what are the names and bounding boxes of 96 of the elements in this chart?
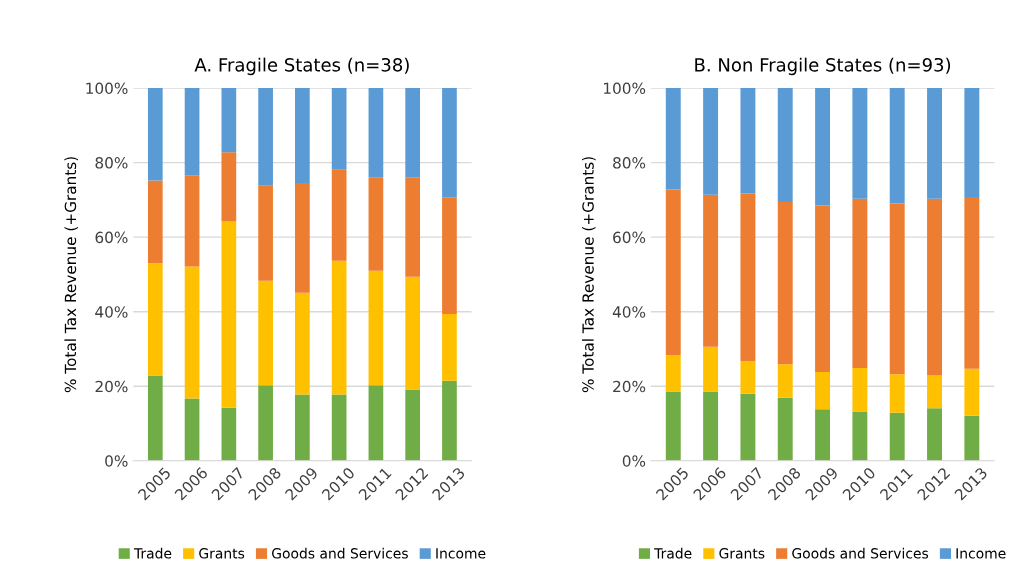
legend-label: Goods and Services [792, 547, 929, 559]
y-tick-label: 60% [95, 231, 128, 244]
bar [852, 411, 868, 461]
bar [184, 266, 200, 399]
bar [740, 361, 756, 394]
bar [665, 88, 681, 190]
y-tick-label: 0% [105, 455, 128, 467]
chart-title: B. Non Fragile States (n=93) [695, 57, 951, 76]
bar [221, 407, 237, 461]
legend-label: Trade [654, 547, 692, 559]
bar [703, 88, 719, 195]
legend-label: Grants [199, 548, 245, 559]
bar [147, 88, 163, 181]
bar [889, 88, 905, 204]
bar [295, 292, 310, 395]
bar [295, 183, 310, 293]
bar [889, 203, 905, 375]
bar [927, 408, 942, 461]
bar [777, 88, 793, 203]
bar [852, 88, 868, 199]
bar [740, 88, 756, 194]
bar [665, 189, 681, 356]
bar [703, 194, 719, 347]
bar [777, 397, 793, 461]
bar [221, 221, 237, 408]
bar [258, 385, 273, 461]
bar [331, 88, 347, 170]
legend-label: Goods and Services [272, 547, 408, 559]
y-tick-label: 20% [95, 380, 128, 393]
bar [405, 88, 421, 178]
y-axis-title: % Total Tax Revenue (+Grants) [64, 157, 78, 393]
bar [964, 368, 980, 416]
bar [258, 185, 273, 281]
bar [331, 394, 347, 461]
bar [815, 409, 831, 461]
bar [777, 202, 793, 365]
bar [964, 196, 980, 369]
y-tick-label: 100% [86, 82, 128, 95]
bar [258, 88, 273, 186]
bar [665, 355, 681, 392]
legend-label: Income [956, 548, 1006, 559]
bar [852, 198, 868, 368]
bar [221, 88, 237, 153]
bar [927, 375, 942, 409]
y-tick-label: 100% [604, 82, 646, 95]
bar [184, 175, 200, 267]
bar [147, 375, 163, 461]
bar [405, 177, 421, 277]
bar [258, 280, 273, 386]
bar [442, 380, 457, 461]
legend-label: Income [436, 548, 486, 559]
y-tick-label: 40% [612, 306, 646, 318]
bar [147, 263, 163, 376]
bar [368, 270, 384, 386]
y-tick-label: 60% [613, 231, 646, 244]
bar [740, 193, 756, 362]
chart-title: A. Fragile States (n=38) [194, 57, 409, 76]
bar [405, 389, 421, 461]
bar [405, 276, 421, 390]
bar [442, 197, 457, 314]
bar [889, 412, 905, 461]
bar [331, 260, 347, 395]
bar [740, 393, 756, 461]
bar [964, 88, 980, 197]
bar [442, 88, 457, 198]
y-tick-label: 20% [613, 380, 646, 393]
bar [184, 398, 200, 461]
bar [815, 205, 831, 373]
bar [927, 198, 942, 376]
y-tick-label: 40% [95, 306, 128, 318]
bar [815, 88, 831, 206]
legend-label: Trade [133, 547, 172, 559]
y-axis-title: % Total Tax Revenue (+Grants) [581, 157, 596, 393]
bar [184, 88, 200, 176]
bar [852, 367, 868, 412]
bar [927, 88, 942, 199]
bar [147, 180, 163, 264]
bar [815, 372, 831, 410]
legend-label: Grants [719, 548, 765, 559]
bar [368, 385, 384, 461]
bar [703, 391, 719, 461]
bar [964, 415, 980, 461]
bar [777, 364, 793, 398]
bar [665, 391, 681, 461]
bar [295, 88, 310, 184]
y-tick-label: 80% [95, 157, 128, 169]
y-tick-label: 0% [622, 455, 646, 467]
y-tick-label: 80% [613, 157, 646, 169]
bar [221, 152, 237, 222]
bar [889, 374, 905, 413]
bar [368, 177, 384, 271]
bar [295, 394, 310, 461]
bar [368, 88, 384, 178]
bar [442, 313, 457, 381]
bar [703, 346, 719, 392]
bar [331, 169, 347, 261]
